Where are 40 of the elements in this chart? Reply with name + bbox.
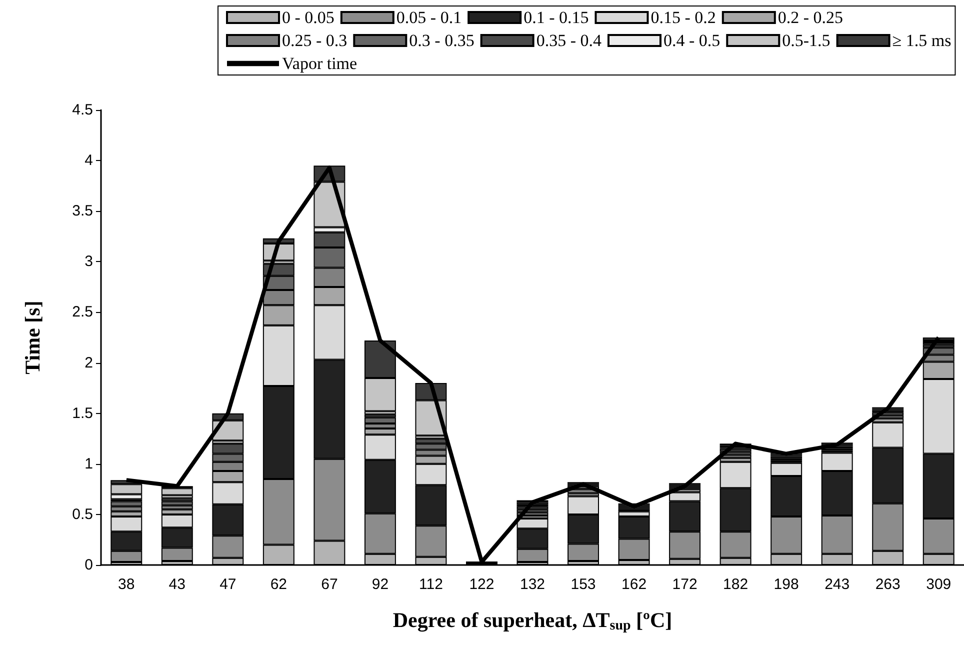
legend-label: ≥ 1.5 ms xyxy=(892,31,952,50)
x-tick-label: 162 xyxy=(622,576,647,593)
x-tick-label: 198 xyxy=(774,576,799,593)
y-tick-label: 4.5 xyxy=(72,102,93,118)
y-tick-label: 2.5 xyxy=(72,304,93,321)
x-tick-label: 67 xyxy=(321,576,338,593)
x-tick-label: 172 xyxy=(672,576,698,593)
x-tick-label: 263 xyxy=(875,576,900,593)
legend-label: 0.3 - 0.35 xyxy=(409,31,474,50)
x-tick-label: 47 xyxy=(220,576,236,593)
x-tick-label: 43 xyxy=(168,576,186,593)
legend-label: 0.05 - 0.1 xyxy=(396,8,462,27)
legend-label: 0.1 - 0.15 xyxy=(524,8,589,27)
legend-label: 0.4 - 0.5 xyxy=(663,31,720,50)
legend-label: 0.35 - 0.4 xyxy=(536,31,602,50)
x-tick-label: 132 xyxy=(520,576,546,593)
x-tick-label: 122 xyxy=(469,576,494,593)
x-tick-label: 309 xyxy=(926,576,952,593)
y-tick-label: 1.5 xyxy=(72,404,93,422)
legend-label: Vapor time xyxy=(282,54,358,73)
y-tick-label: 3.5 xyxy=(72,202,93,220)
legend-label: 0.25 - 0.3 xyxy=(282,31,348,50)
x-tick-label: 153 xyxy=(570,576,596,593)
y-tick-label: 2 xyxy=(84,354,93,372)
x-tick-label: 38 xyxy=(118,576,135,593)
x-tick-label: 243 xyxy=(824,576,850,593)
x-tick-label: 92 xyxy=(372,576,389,593)
y-tick-label: 3 xyxy=(84,253,93,270)
y-tick-label: 4 xyxy=(84,152,93,170)
y-tick-label: 0.5 xyxy=(72,506,93,523)
legend-label: 0 - 0.05 xyxy=(282,8,334,27)
x-tick-label: 112 xyxy=(419,576,443,593)
y-tick-label: 0 xyxy=(84,556,93,574)
legend-label: 0.5-1.5 xyxy=(782,31,830,50)
y-tick-label: 1 xyxy=(84,455,93,472)
x-tick-label: 182 xyxy=(723,576,748,593)
x-tick-label: 62 xyxy=(270,576,288,593)
legend-label: 0.2 - 0.25 xyxy=(778,8,844,27)
y-axis-title: Time [s] xyxy=(20,300,44,374)
legend-label: 0.15 - 0.2 xyxy=(650,8,716,27)
